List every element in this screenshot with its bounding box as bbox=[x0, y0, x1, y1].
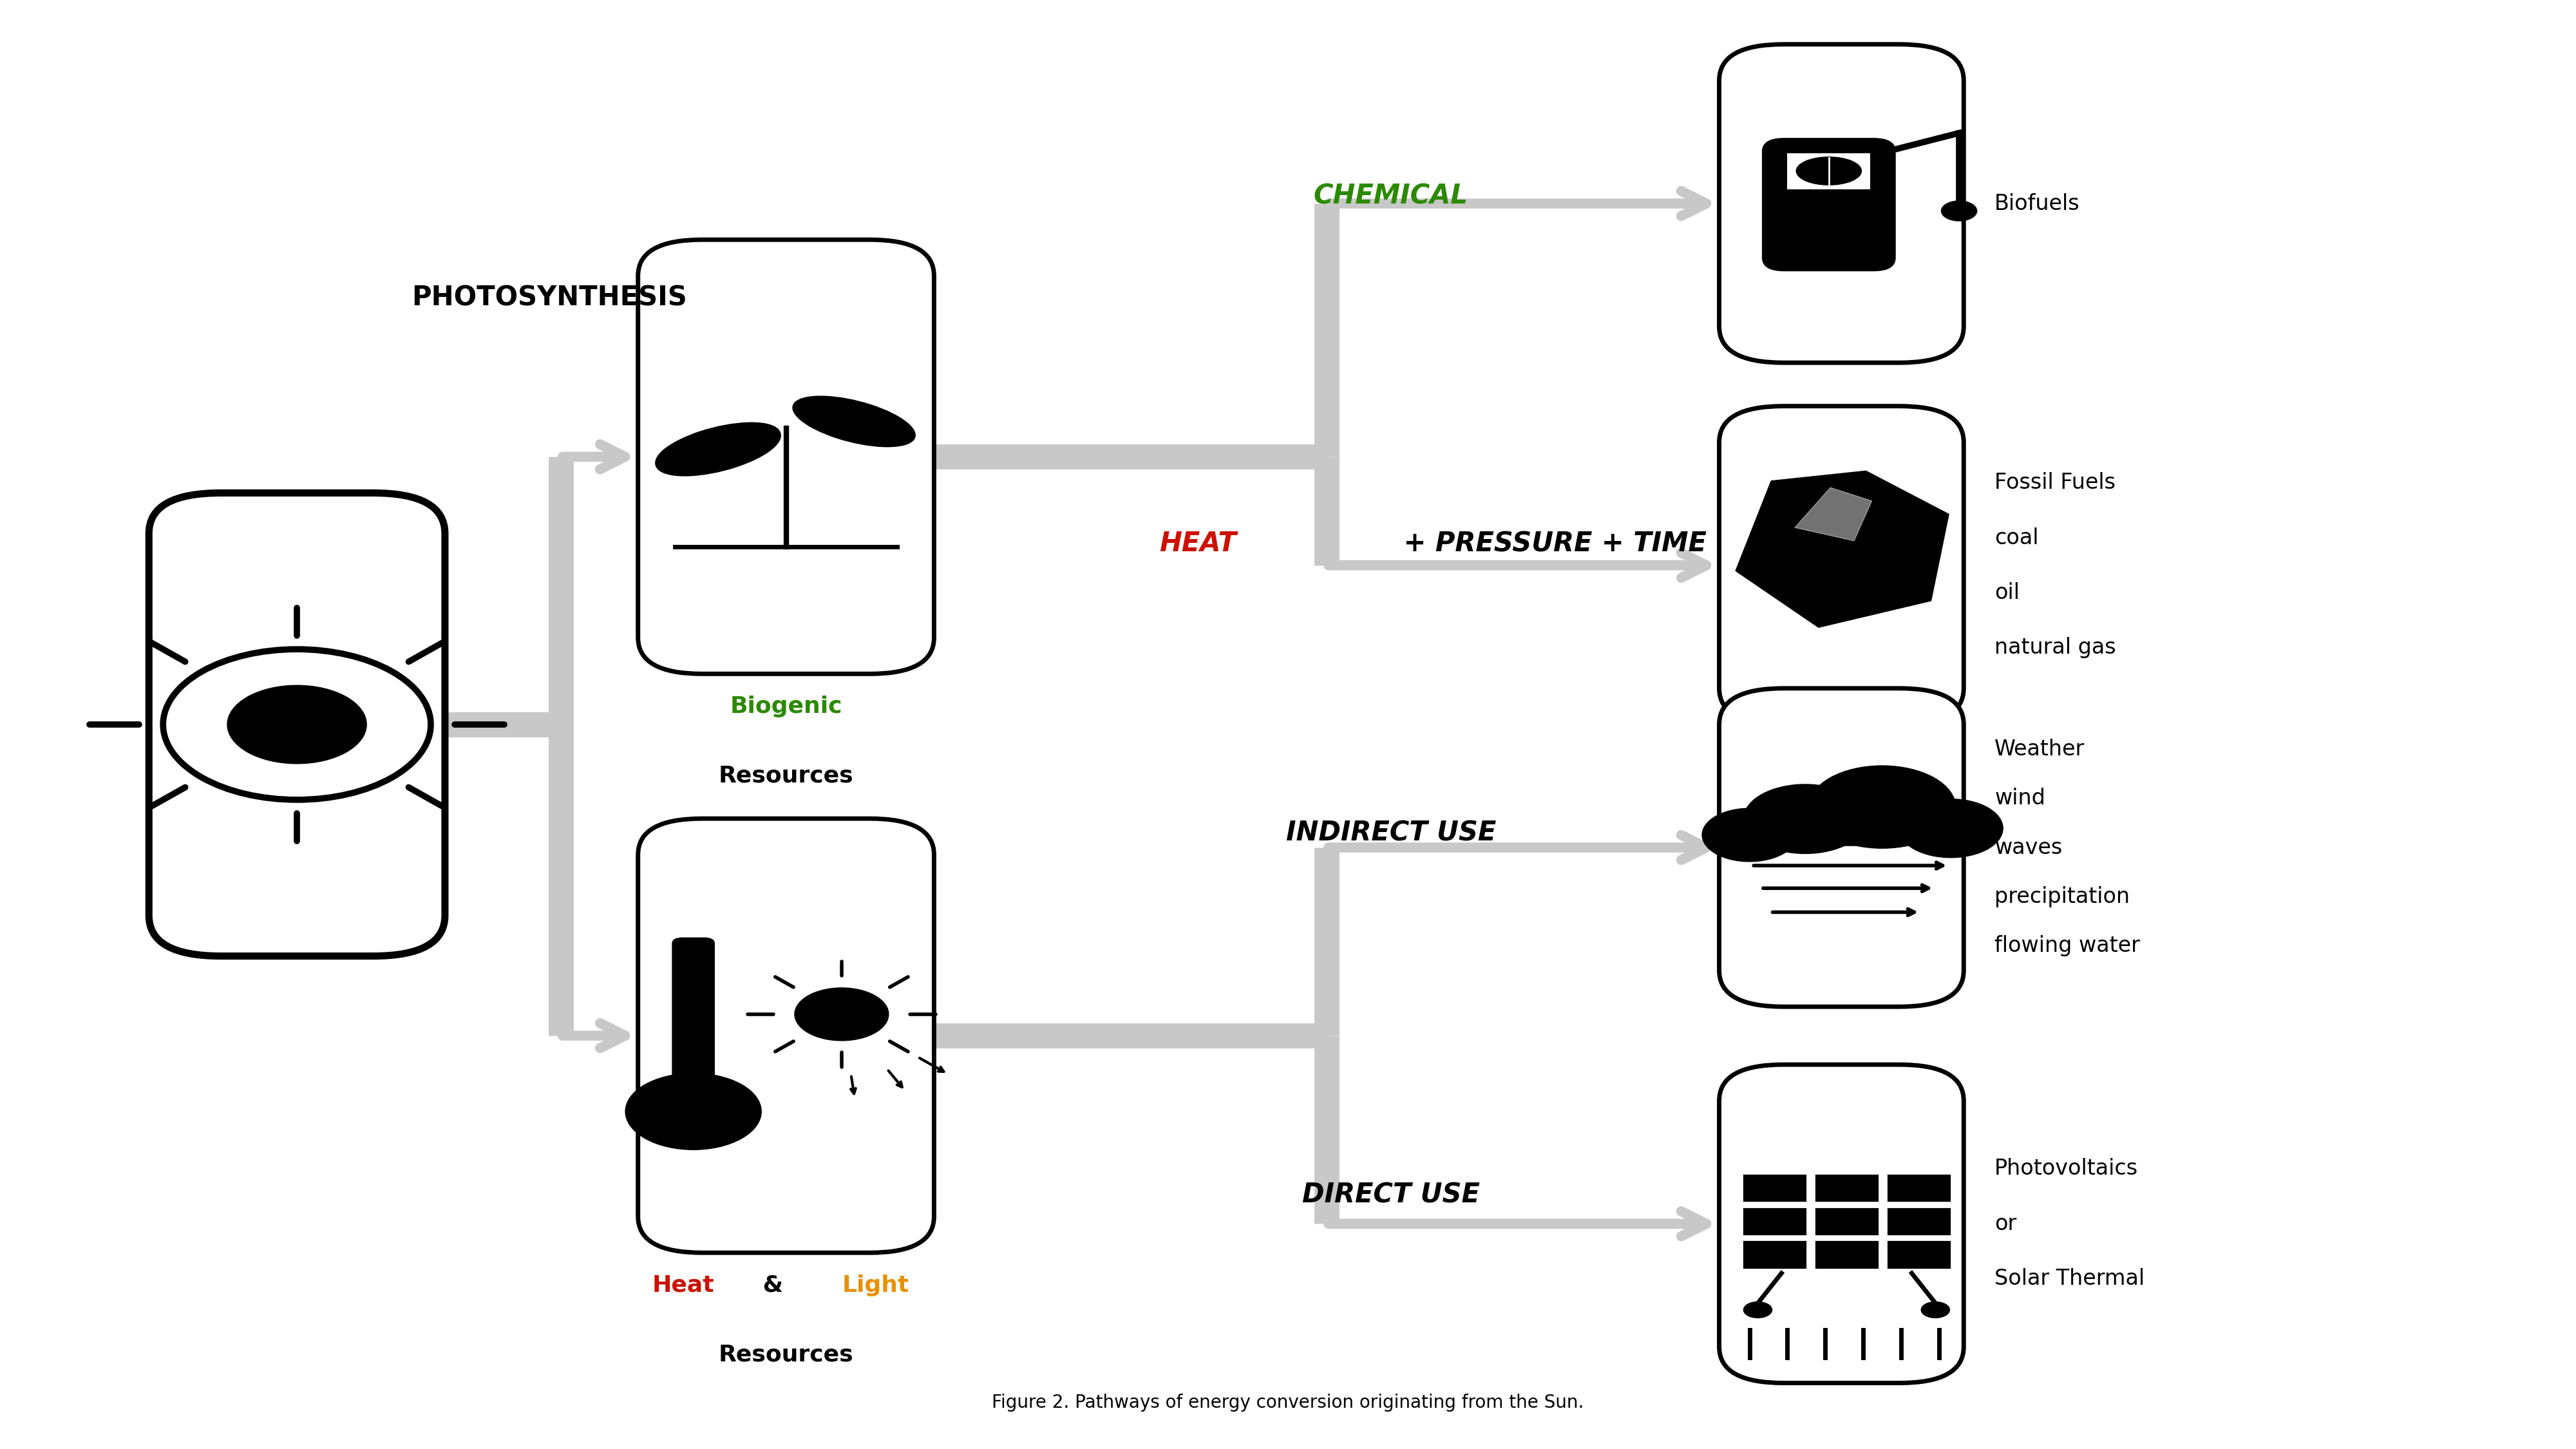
FancyBboxPatch shape bbox=[1814, 1207, 1878, 1236]
Text: DIRECT USE: DIRECT USE bbox=[1301, 1181, 1479, 1208]
Text: waves: waves bbox=[1994, 838, 2063, 858]
Text: natural gas: natural gas bbox=[1994, 638, 2115, 658]
FancyBboxPatch shape bbox=[1741, 1240, 1806, 1269]
Ellipse shape bbox=[657, 425, 781, 474]
FancyBboxPatch shape bbox=[1886, 1240, 1953, 1269]
Text: Resources: Resources bbox=[719, 765, 853, 787]
Circle shape bbox=[626, 1074, 762, 1149]
Text: Biogenic: Biogenic bbox=[729, 696, 842, 717]
FancyBboxPatch shape bbox=[1886, 1174, 1953, 1203]
FancyBboxPatch shape bbox=[639, 819, 935, 1253]
FancyBboxPatch shape bbox=[1741, 1174, 1806, 1203]
Text: wind: wind bbox=[1994, 788, 2045, 809]
Circle shape bbox=[1744, 1301, 1772, 1317]
Text: coal: coal bbox=[1994, 527, 2038, 548]
Text: PHOTOSYNTHESIS: PHOTOSYNTHESIS bbox=[412, 284, 688, 312]
Circle shape bbox=[1899, 798, 2004, 858]
FancyBboxPatch shape bbox=[1814, 1174, 1878, 1203]
Text: Photovoltaics: Photovoltaics bbox=[1994, 1158, 2138, 1179]
FancyBboxPatch shape bbox=[1765, 139, 1893, 270]
FancyBboxPatch shape bbox=[639, 239, 935, 674]
FancyBboxPatch shape bbox=[1814, 1240, 1878, 1269]
Ellipse shape bbox=[1795, 156, 1862, 185]
Text: Weather: Weather bbox=[1994, 739, 2084, 759]
Text: Resources: Resources bbox=[719, 1343, 853, 1366]
FancyBboxPatch shape bbox=[1788, 154, 1870, 190]
FancyBboxPatch shape bbox=[1718, 45, 1963, 362]
FancyBboxPatch shape bbox=[149, 493, 446, 956]
Text: CHEMICAL: CHEMICAL bbox=[1314, 183, 1468, 210]
FancyBboxPatch shape bbox=[1886, 1207, 1953, 1236]
Text: &: & bbox=[755, 1275, 791, 1297]
FancyBboxPatch shape bbox=[672, 938, 714, 1097]
Text: Figure 2. Pathways of energy conversion originating from the Sun.: Figure 2. Pathways of energy conversion … bbox=[992, 1394, 1584, 1411]
Polygon shape bbox=[1795, 488, 1873, 540]
Circle shape bbox=[227, 685, 366, 764]
Text: Light: Light bbox=[842, 1275, 909, 1297]
Ellipse shape bbox=[793, 396, 914, 446]
Circle shape bbox=[1808, 765, 1955, 848]
FancyBboxPatch shape bbox=[1723, 809, 1971, 846]
Circle shape bbox=[1942, 201, 1976, 220]
Text: Fossil Fuels: Fossil Fuels bbox=[1994, 472, 2115, 494]
Text: or: or bbox=[1994, 1213, 2017, 1235]
Circle shape bbox=[1703, 809, 1798, 862]
Text: HEAT: HEAT bbox=[1159, 530, 1236, 556]
FancyBboxPatch shape bbox=[1718, 406, 1963, 724]
Text: flowing water: flowing water bbox=[1994, 935, 2141, 956]
Text: + PRESSURE + TIME: + PRESSURE + TIME bbox=[1394, 530, 1708, 556]
Circle shape bbox=[1744, 784, 1868, 853]
Text: Solar Thermal: Solar Thermal bbox=[1994, 1268, 2146, 1290]
FancyBboxPatch shape bbox=[1741, 1207, 1806, 1236]
Text: oil: oil bbox=[1994, 582, 2020, 603]
FancyBboxPatch shape bbox=[1718, 1065, 1963, 1382]
Text: Heat: Heat bbox=[652, 1275, 714, 1297]
Text: INDIRECT USE: INDIRECT USE bbox=[1285, 820, 1497, 846]
Circle shape bbox=[793, 988, 889, 1040]
Circle shape bbox=[1922, 1301, 1950, 1317]
FancyBboxPatch shape bbox=[1718, 688, 1963, 1007]
Polygon shape bbox=[1736, 471, 1950, 627]
Text: precipitation: precipitation bbox=[1994, 887, 2130, 907]
Text: Biofuels: Biofuels bbox=[1994, 193, 2079, 214]
